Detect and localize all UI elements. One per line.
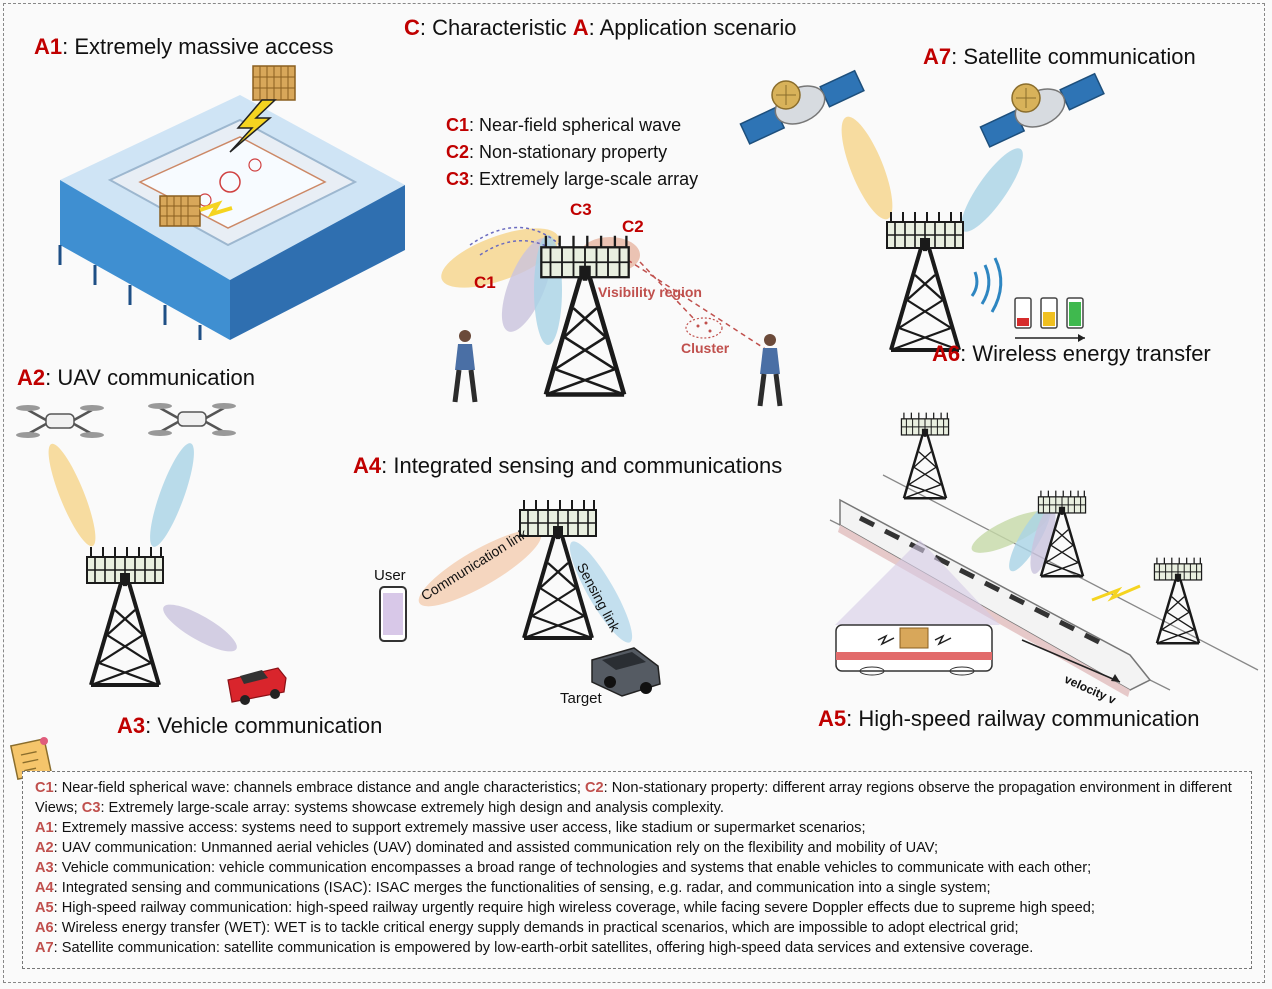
drone-icon <box>146 401 238 438</box>
satellite-icon <box>979 72 1105 148</box>
car-icon <box>591 647 661 697</box>
label-a1: A1: Extremely massive access <box>34 34 334 59</box>
note-a7: A7: Satellite communication: satellite c… <box>35 940 1034 956</box>
beams-center <box>441 226 771 353</box>
battery-icon <box>1014 297 1084 329</box>
outer-frame <box>3 3 1265 983</box>
car-icon <box>227 667 287 705</box>
label-a7: A7: Satellite communication <box>923 44 1196 69</box>
note-a6: A6: Wireless energy transfer (WET): WET … <box>35 920 1019 936</box>
user-label: User <box>374 567 406 584</box>
beam-label-c1: C1 <box>474 273 496 292</box>
tower-icon <box>885 210 965 352</box>
note-a1: A1: Extremely massive access: systems ne… <box>35 820 866 836</box>
cluster-label: Cluster <box>681 340 730 356</box>
beam-label-c3: C3 <box>570 200 592 219</box>
train-cross-section <box>835 624 993 676</box>
visibility-region-label: Visibility region <box>598 284 702 300</box>
c-code: C <box>404 15 420 40</box>
wireless-waves-icon <box>970 257 1003 313</box>
beam-label-c2: C2 <box>622 217 644 236</box>
note-a3: A3: Vehicle communication: vehicle commu… <box>35 860 1092 876</box>
note-a4: A4: Integrated sensing and communication… <box>35 880 991 896</box>
label-a5: A5: High-speed railway communication <box>818 706 1200 731</box>
label-a3: A3: Vehicle communication <box>117 713 383 738</box>
memo-icon <box>9 737 53 781</box>
note-a2: A2: UAV communication: Unmanned aerial v… <box>35 840 939 856</box>
drone-icon <box>14 403 106 440</box>
tower-icon <box>1153 556 1203 645</box>
label-c3: C3: Extremely large-scale array <box>446 169 699 189</box>
person-icon <box>760 334 780 406</box>
tower-icon <box>900 411 950 500</box>
label-a4: A4: Integrated sensing and communication… <box>353 453 783 478</box>
lightning-icon <box>229 99 277 153</box>
stadium-icon <box>58 95 405 340</box>
target-label: Target <box>560 690 602 707</box>
antenna-panel-icon <box>159 65 296 227</box>
a-code: A <box>572 15 589 40</box>
lightning-icon <box>199 200 233 218</box>
note-c: C1: Near-field spherical wave: channels … <box>35 780 1232 816</box>
notes-box: C1: Near-field spherical wave: channels … <box>22 771 1252 969</box>
phone-icon <box>379 586 407 642</box>
velocity-arrow <box>1021 639 1121 683</box>
note-a5: A5: High-speed railway communication: hi… <box>35 900 1095 916</box>
label-a2: A2: UAV communication <box>17 365 256 390</box>
label-c1: C1: Near-field spherical wave <box>446 115 682 135</box>
label-a6: A6: Wireless energy transfer <box>932 341 1211 366</box>
lightning-icon <box>1091 584 1141 602</box>
header-legend: C: Characteristic A: Application scenari… <box>404 15 797 40</box>
label-c2: C2: Non-stationary property <box>446 142 668 162</box>
person-icon <box>455 330 475 402</box>
tower-icon <box>85 545 165 687</box>
